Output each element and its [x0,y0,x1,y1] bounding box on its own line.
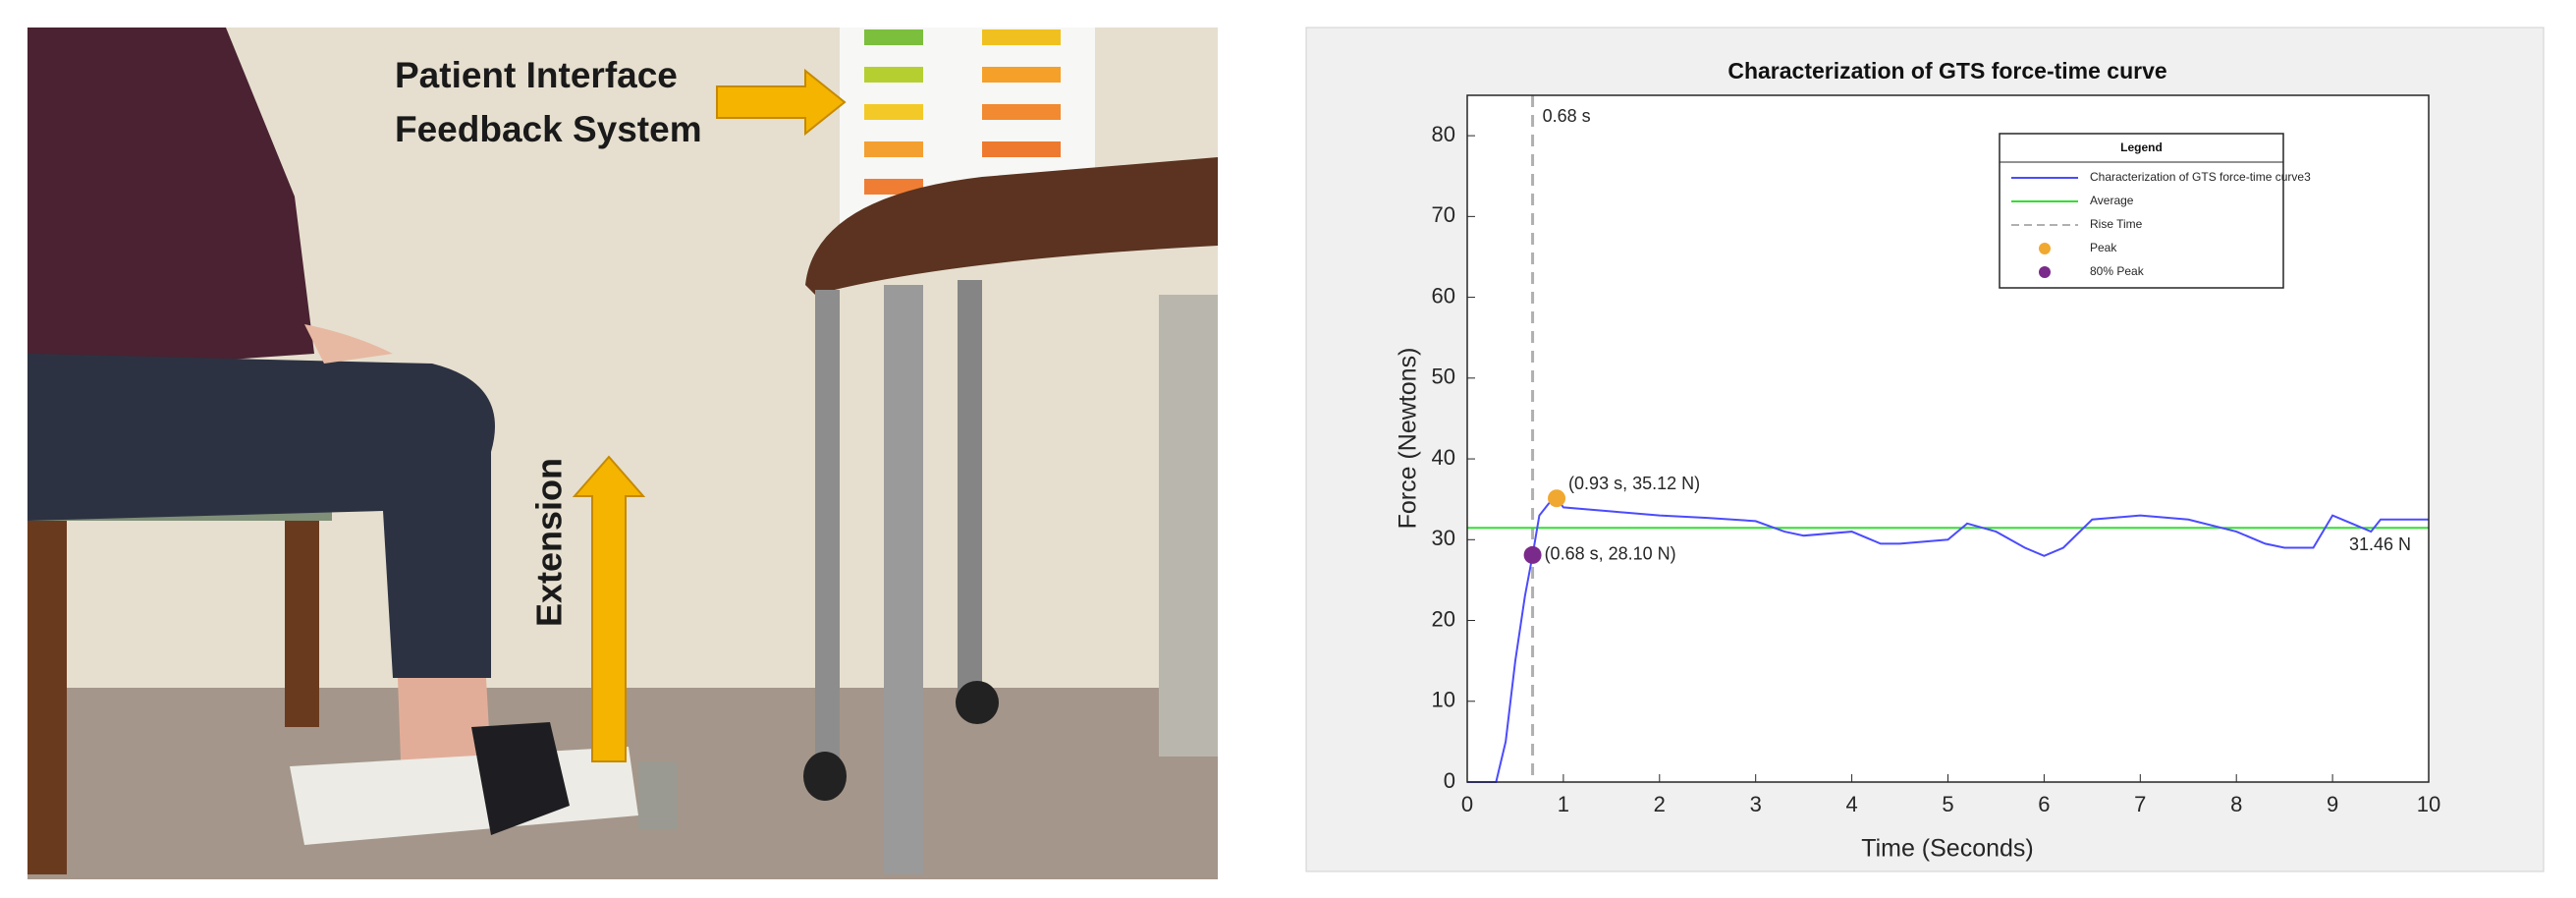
peak80-label: (0.68 s, 28.10 N) [1545,544,1676,564]
x-axis-label: Time (Seconds) [1861,835,2034,863]
peak-label: (0.93 s, 35.12 N) [1568,474,1700,493]
photo: Patient Interface Feedback System Extens… [27,28,1218,879]
pants [27,354,495,678]
x-tick-label: 3 [1750,792,1762,816]
arrow-vertical [572,455,646,762]
x-tick-label: 8 [2230,792,2242,816]
x-tick-label: 4 [1845,792,1857,816]
caster [803,752,847,801]
legend-entry: Characterization of GTS force-time curve… [2090,170,2311,184]
plot-area [1467,95,2429,782]
x-tick-label: 9 [2327,792,2338,816]
y-tick-label: 60 [1432,283,1455,308]
chair-leg [285,481,319,727]
y-tick-label: 0 [1444,768,1455,793]
legend-swatch [2039,243,2051,254]
rise-time-label: 0.68 s [1543,106,1591,126]
sweater [27,28,314,373]
table-leg [815,290,840,771]
y-tick-label: 10 [1432,688,1455,712]
legend-swatch [2039,266,2051,278]
peak-point [1548,489,1566,508]
y-tick-label: 40 [1432,445,1455,470]
x-tick-label: 6 [2038,792,2050,816]
x-tick-label: 0 [1461,792,1473,816]
chart-title: Characterization of GTS force-time curve [1727,58,2166,84]
foot-strap [471,722,570,835]
x-tick-label: 2 [1654,792,1666,816]
axes-box [1466,94,2430,783]
legend-entry: Average [2090,194,2134,207]
legend-entry: Rise Time [2090,217,2143,231]
y-axis-label: Force (Newtons) [1395,348,1422,530]
y-tick-label: 20 [1432,606,1455,631]
arrow-horizontal [716,68,847,137]
y-tick-label: 30 [1432,526,1455,550]
y-tick-label: 50 [1432,365,1455,389]
table-top [805,157,1218,295]
legend-entry: Peak [2090,241,2117,254]
table-leg [958,280,982,702]
data-line [1467,496,2429,783]
x-tick-label: 10 [2417,792,2440,816]
x-tick-label: 5 [1942,792,1953,816]
control-box [638,761,678,830]
average-label: 31.46 N [2349,534,2411,554]
legend-title: Legend [2120,140,2163,154]
caster [956,681,999,724]
table-leg [884,285,923,874]
legend-box [1999,133,2284,289]
x-tick-label: 7 [2134,792,2146,816]
callout-line: Patient Interface [395,55,678,95]
legend-entry: 80% Peak [2090,264,2145,278]
y-tick-label: 70 [1432,202,1455,227]
peak80-point [1523,545,1542,564]
y-tick-label: 80 [1432,122,1455,146]
arrow-label: Extension [529,458,570,627]
callout-line: Feedback System [395,109,702,149]
cabinet [1159,295,1218,757]
x-tick-label: 1 [1558,792,1569,816]
hand [304,324,393,364]
